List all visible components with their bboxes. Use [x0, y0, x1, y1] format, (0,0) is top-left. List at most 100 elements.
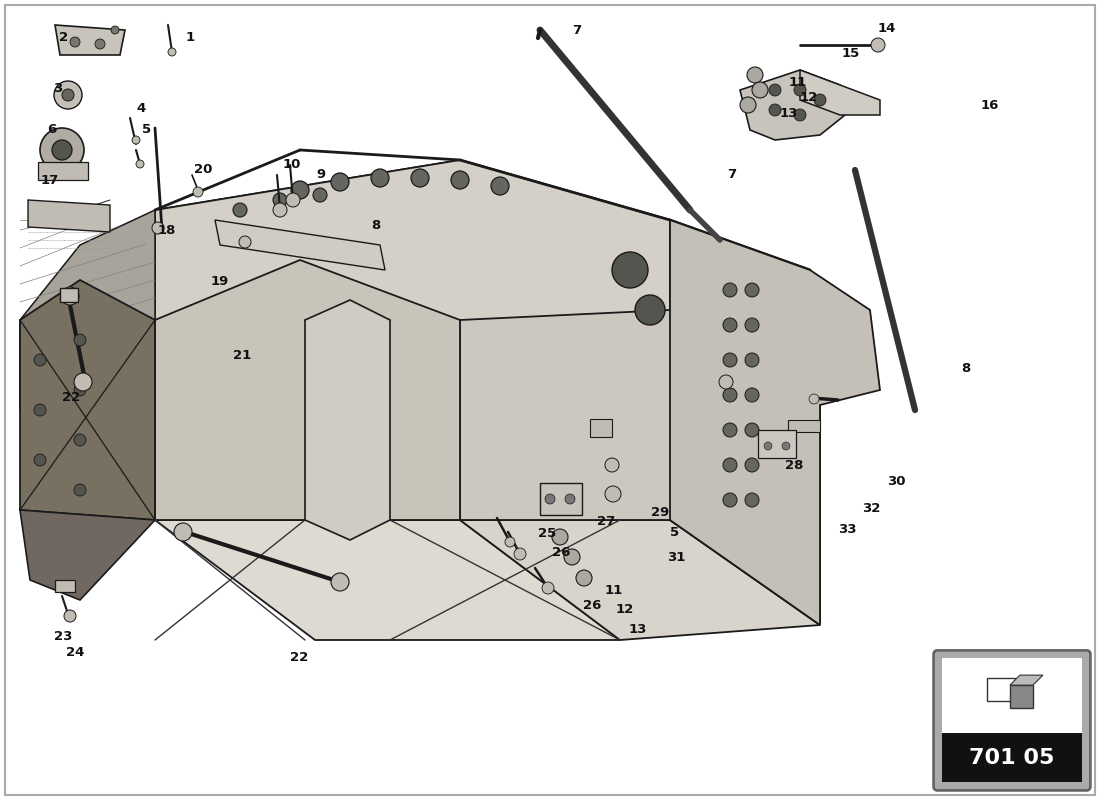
Text: 12: 12 [616, 603, 634, 616]
Circle shape [605, 458, 619, 472]
Bar [590, 419, 612, 437]
Circle shape [60, 287, 79, 305]
Text: 19: 19 [211, 275, 229, 288]
Circle shape [292, 181, 309, 199]
Circle shape [745, 493, 759, 507]
Circle shape [233, 203, 248, 217]
Text: 23: 23 [54, 630, 72, 642]
Circle shape [491, 177, 509, 195]
Polygon shape [20, 510, 155, 600]
Polygon shape [1010, 685, 1033, 708]
Text: 4: 4 [136, 102, 145, 114]
Text: 1: 1 [186, 31, 195, 44]
Circle shape [74, 334, 86, 346]
Circle shape [814, 94, 826, 106]
Circle shape [331, 173, 349, 191]
Circle shape [745, 388, 759, 402]
Circle shape [769, 84, 781, 96]
Circle shape [331, 573, 349, 591]
Circle shape [54, 81, 82, 109]
Circle shape [62, 89, 74, 101]
Polygon shape [460, 310, 820, 625]
Polygon shape [28, 200, 110, 232]
Circle shape [64, 610, 76, 622]
Text: 2: 2 [59, 31, 68, 44]
Circle shape [132, 136, 140, 144]
Text: 33: 33 [838, 523, 856, 536]
Circle shape [752, 82, 768, 98]
Circle shape [34, 454, 46, 466]
Circle shape [136, 160, 144, 168]
Circle shape [723, 493, 737, 507]
Polygon shape [20, 280, 155, 520]
Text: 11: 11 [605, 584, 623, 597]
Circle shape [74, 373, 92, 391]
Circle shape [152, 222, 164, 234]
Text: GrÄÜSS: GrÄÜSS [337, 351, 763, 449]
Circle shape [52, 140, 72, 160]
Text: 701 05: 701 05 [969, 747, 1055, 768]
Circle shape [70, 37, 80, 47]
Circle shape [34, 354, 46, 366]
Text: 24: 24 [66, 646, 84, 658]
Circle shape [808, 394, 820, 404]
Circle shape [745, 353, 759, 367]
Text: 6: 6 [47, 123, 56, 136]
Polygon shape [1010, 675, 1043, 685]
Circle shape [192, 187, 204, 197]
Circle shape [719, 375, 733, 389]
Polygon shape [155, 160, 810, 320]
Polygon shape [305, 300, 390, 540]
Circle shape [764, 442, 772, 450]
Text: 28: 28 [785, 459, 803, 472]
Text: 9: 9 [317, 168, 326, 181]
Circle shape [745, 318, 759, 332]
Text: 22: 22 [290, 651, 308, 664]
Text: 31: 31 [668, 551, 685, 564]
Text: 18: 18 [158, 224, 176, 237]
Polygon shape [460, 520, 820, 640]
Text: 15: 15 [842, 47, 859, 60]
Circle shape [745, 423, 759, 437]
Circle shape [451, 171, 469, 189]
Circle shape [34, 404, 46, 416]
Text: 5: 5 [142, 123, 151, 136]
Circle shape [723, 458, 737, 472]
Polygon shape [214, 220, 385, 270]
Circle shape [782, 442, 790, 450]
Circle shape [111, 26, 119, 34]
Text: 22: 22 [63, 391, 80, 404]
Circle shape [769, 104, 781, 116]
Circle shape [747, 67, 763, 83]
Circle shape [542, 582, 554, 594]
Circle shape [723, 283, 737, 297]
Circle shape [740, 97, 756, 113]
Text: 7: 7 [727, 168, 736, 181]
Text: 25: 25 [538, 527, 556, 540]
Circle shape [273, 203, 287, 217]
Text: 13: 13 [629, 623, 647, 636]
Text: 32: 32 [862, 502, 880, 514]
Text: 26: 26 [583, 599, 601, 612]
Text: 29: 29 [651, 506, 669, 518]
Polygon shape [155, 520, 620, 640]
Circle shape [723, 318, 737, 332]
Bar [39, 162, 88, 180]
Text: 8: 8 [961, 362, 970, 374]
Circle shape [411, 169, 429, 187]
Circle shape [564, 549, 580, 565]
Circle shape [723, 388, 737, 402]
Bar [788, 420, 820, 432]
Text: 8: 8 [372, 219, 381, 232]
Circle shape [576, 570, 592, 586]
Circle shape [286, 193, 300, 207]
Circle shape [565, 494, 575, 504]
Polygon shape [55, 25, 125, 55]
Bar [942, 733, 1082, 782]
Circle shape [505, 537, 515, 547]
Circle shape [239, 236, 251, 248]
Text: 21: 21 [233, 350, 251, 362]
Bar [758, 430, 796, 458]
Text: 7: 7 [572, 24, 581, 37]
Circle shape [74, 434, 86, 446]
